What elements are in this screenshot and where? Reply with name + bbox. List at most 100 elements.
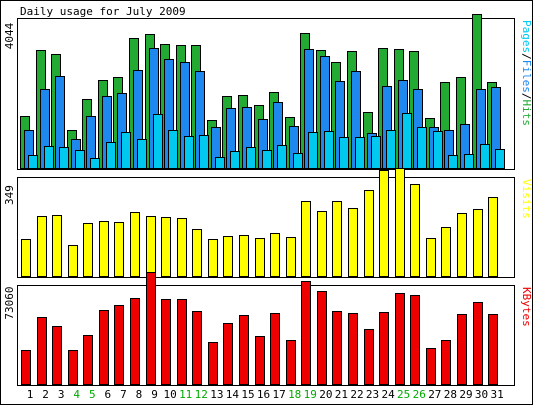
- x-tick-label-day-16: 16: [257, 388, 270, 401]
- bar-visits-day-11: [177, 218, 187, 277]
- bar-visits-day-10: [161, 217, 171, 277]
- x-tick-label-day-28: 28: [444, 388, 457, 401]
- bar-kbytes-day-2: [37, 317, 47, 385]
- bar-kbytes-day-11: [177, 299, 187, 385]
- bar-pages-day-18: [293, 153, 303, 169]
- bar-pages-day-31: [495, 149, 505, 169]
- x-tick-label-day-13: 13: [210, 388, 223, 401]
- bar-kbytes-day-14: [223, 323, 233, 385]
- bar-visits-day-13: [208, 239, 218, 277]
- bar-kbytes-day-23: [364, 329, 374, 385]
- bar-kbytes-day-1: [21, 350, 31, 385]
- x-tick-label-day-29: 29: [459, 388, 472, 401]
- right-label-part-hits-1: /: [520, 53, 533, 60]
- bar-visits-day-21: [332, 201, 342, 277]
- bar-kbytes-day-28: [441, 340, 451, 385]
- x-tick-label-day-3: 3: [58, 388, 65, 401]
- bar-visits-day-8: [130, 212, 140, 277]
- bar-kbytes-day-21: [332, 311, 342, 385]
- right-label-kbytes: KBytes: [520, 287, 533, 327]
- bar-visits-day-26: [410, 184, 420, 277]
- bar-pages-day-28: [448, 155, 458, 169]
- x-tick-label-day-17: 17: [272, 388, 285, 401]
- bar-kbytes-day-29: [457, 314, 467, 385]
- bar-kbytes-day-17: [270, 313, 280, 385]
- x-tick-label-day-1: 1: [27, 388, 34, 401]
- bar-kbytes-day-5: [83, 335, 93, 385]
- bar-kbytes-day-13: [208, 342, 218, 385]
- x-tick-label-day-6: 6: [105, 388, 112, 401]
- bar-pages-day-14: [230, 151, 240, 169]
- bar-pages-day-2: [44, 146, 54, 169]
- x-tick-label-day-19: 19: [304, 388, 317, 401]
- x-tick-label-day-31: 31: [490, 388, 503, 401]
- bar-visits-day-31: [488, 197, 498, 277]
- x-tick-label-day-7: 7: [120, 388, 127, 401]
- bar-pages-day-11: [184, 136, 194, 169]
- bar-visits-day-7: [114, 222, 124, 277]
- bar-visits-day-15: [239, 235, 249, 277]
- y-max-label-visits: 349: [3, 185, 16, 205]
- bar-kbytes-day-22: [348, 313, 358, 385]
- x-tick-label-day-18: 18: [288, 388, 301, 401]
- bar-kbytes-day-4: [68, 350, 78, 385]
- bar-pages-day-10: [168, 130, 178, 169]
- bar-pages-day-3: [59, 147, 69, 169]
- bar-visits-day-12: [192, 229, 202, 277]
- bar-pages-day-25: [402, 113, 412, 169]
- bar-pages-day-12: [199, 135, 209, 169]
- bar-pages-day-30: [480, 144, 490, 169]
- bar-visits-day-5: [83, 223, 93, 277]
- bar-visits-day-9: [146, 216, 156, 277]
- bar-kbytes-day-7: [114, 305, 124, 385]
- bar-kbytes-day-18: [286, 340, 296, 385]
- x-tick-label-day-10: 10: [164, 388, 177, 401]
- bar-kbytes-day-25: [395, 293, 405, 385]
- x-tick-label-day-5: 5: [89, 388, 96, 401]
- bar-pages-day-1: [28, 155, 38, 169]
- right-label-part-hits-4: Hits: [520, 100, 533, 127]
- x-tick-label-day-9: 9: [151, 388, 158, 401]
- x-tick-label-day-12: 12: [195, 388, 208, 401]
- bar-pages-day-19: [308, 132, 318, 169]
- x-tick-label-day-11: 11: [179, 388, 192, 401]
- right-label-part-kbytes-0: KBytes: [520, 287, 533, 327]
- bar-pages-day-6: [106, 142, 116, 169]
- bar-pages-day-29: [464, 154, 474, 169]
- bar-kbytes-day-9: [146, 272, 156, 385]
- x-tick-label-day-4: 4: [73, 388, 80, 401]
- bar-visits-day-30: [473, 209, 483, 277]
- bar-pages-day-16: [262, 150, 272, 169]
- bar-pages-day-7: [121, 132, 131, 169]
- bar-visits-day-24: [379, 170, 389, 277]
- bar-kbytes-day-16: [255, 336, 265, 385]
- right-label-hits: Pages/Files/Hits: [520, 20, 533, 126]
- x-tick-label-day-30: 30: [475, 388, 488, 401]
- bar-pages-day-5: [90, 158, 100, 169]
- bar-pages-day-23: [371, 136, 381, 169]
- bar-pages-day-15: [246, 147, 256, 169]
- x-tick-label-day-2: 2: [42, 388, 49, 401]
- bar-pages-day-21: [339, 137, 349, 169]
- bar-visits-day-29: [457, 213, 467, 277]
- bar-kbytes-day-31: [488, 314, 498, 385]
- x-tick-label-day-14: 14: [226, 388, 240, 401]
- right-label-part-hits-0: Pages: [520, 20, 533, 53]
- bar-visits-day-19: [301, 201, 311, 277]
- bar-pages-day-22: [355, 137, 365, 169]
- bar-kbytes-day-19: [301, 281, 311, 385]
- bar-visits-day-25: [395, 168, 405, 277]
- bar-visits-day-27: [426, 238, 436, 277]
- bar-kbytes-day-30: [473, 302, 483, 385]
- right-label-part-hits-3: /: [520, 93, 533, 100]
- bar-pages-day-8: [137, 139, 147, 169]
- y-max-label-kbytes: 73060: [3, 286, 16, 319]
- bar-visits-day-18: [286, 237, 296, 277]
- bar-pages-day-17: [277, 145, 287, 169]
- bar-visits-day-22: [348, 208, 358, 277]
- bar-visits-day-6: [99, 221, 109, 277]
- x-tick-label-day-25: 25: [397, 388, 410, 401]
- bar-kbytes-day-20: [317, 291, 327, 385]
- chart-title: Daily usage for July 2009: [20, 5, 186, 18]
